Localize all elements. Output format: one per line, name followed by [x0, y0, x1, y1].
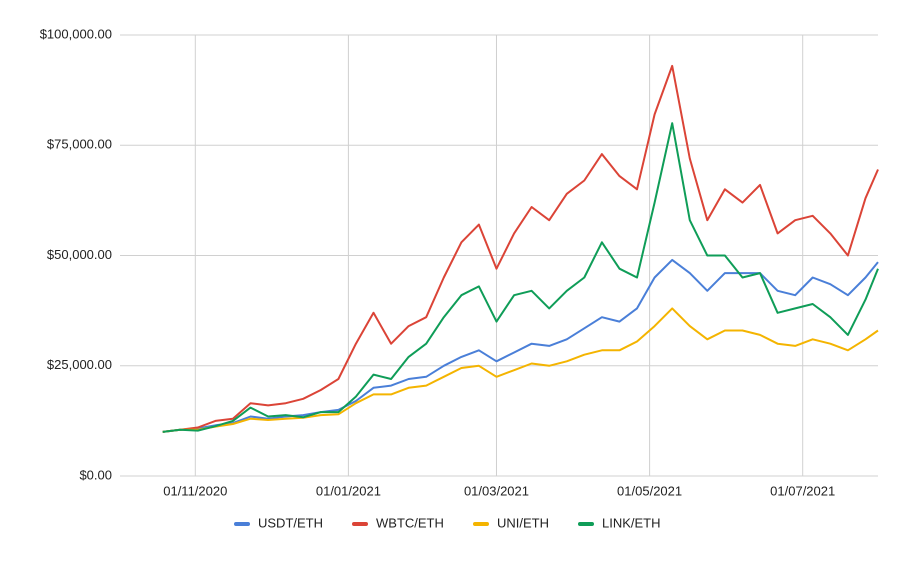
x-tick-label: 01/11/2020	[163, 483, 227, 498]
legend-swatch	[578, 522, 594, 526]
y-tick-label: $100,000.00	[40, 26, 112, 41]
legend-label: USDT/ETH	[258, 515, 323, 530]
series-line	[162, 258, 879, 433]
legend-swatch	[234, 522, 250, 526]
y-tick-label: $25,000.00	[47, 357, 112, 372]
legend-label: LINK/ETH	[602, 515, 661, 530]
legend-swatch	[473, 522, 489, 526]
y-tick-label: $75,000.00	[47, 137, 112, 152]
series-line	[162, 307, 879, 433]
y-tick-label: $50,000.00	[47, 247, 112, 262]
legend-label: WBTC/ETH	[376, 515, 444, 530]
legend-swatch	[352, 522, 368, 526]
y-tick-label: $0.00	[79, 467, 112, 482]
x-tick-label: 01/07/2021	[770, 483, 835, 498]
x-tick-label: 01/05/2021	[617, 483, 682, 498]
series-line	[162, 122, 879, 433]
series-line	[162, 64, 879, 433]
x-tick-label: 01/01/2021	[316, 483, 381, 498]
x-tick-label: 01/03/2021	[464, 483, 529, 498]
legend-label: UNI/ETH	[497, 515, 549, 530]
